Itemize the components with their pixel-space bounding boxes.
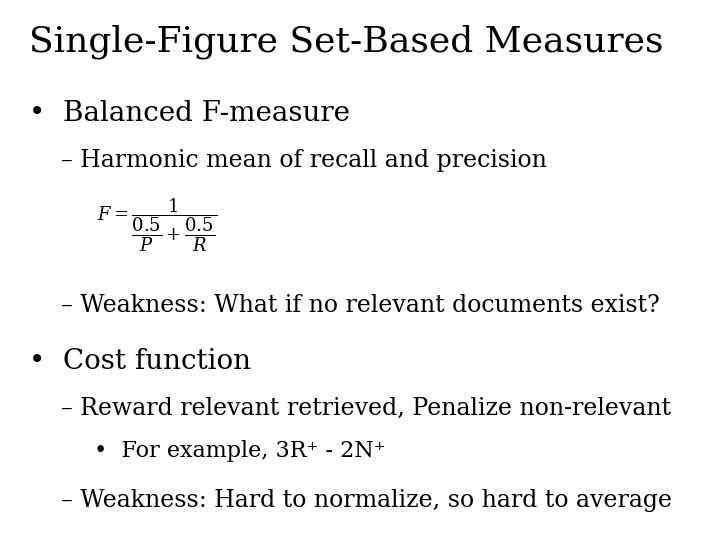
Text: •  For example, 3R⁺ - 2N⁺: • For example, 3R⁺ - 2N⁺	[94, 440, 385, 462]
Text: •  Cost function: • Cost function	[29, 348, 251, 375]
Text: – Weakness: Hard to normalize, so hard to average: – Weakness: Hard to normalize, so hard t…	[61, 489, 672, 512]
Text: – Reward relevant retrieved, Penalize non-relevant: – Reward relevant retrieved, Penalize no…	[61, 397, 671, 420]
Text: Single-Figure Set-Based Measures: Single-Figure Set-Based Measures	[29, 24, 663, 59]
Text: – Weakness: What if no relevant documents exist?: – Weakness: What if no relevant document…	[61, 294, 660, 318]
Text: •  Balanced F-measure: • Balanced F-measure	[29, 100, 350, 127]
Text: $F = \dfrac{1}{\dfrac{0.5}{P} + \dfrac{0.5}{R}}$: $F = \dfrac{1}{\dfrac{0.5}{P} + \dfrac{0…	[97, 197, 217, 254]
Text: – Harmonic mean of recall and precision: – Harmonic mean of recall and precision	[61, 148, 547, 172]
